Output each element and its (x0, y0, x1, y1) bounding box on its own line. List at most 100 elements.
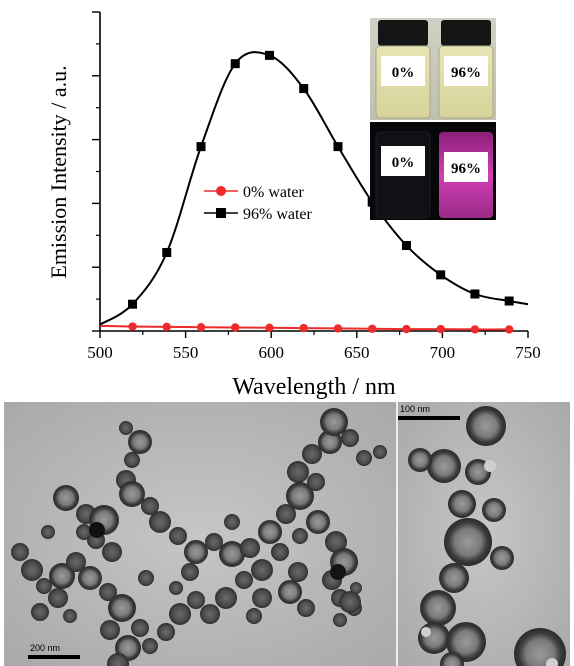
tem-left-particle-55 (215, 587, 237, 609)
legend-marker-0pct (216, 186, 226, 196)
tem-left-particle-54 (235, 571, 253, 589)
tem-left-particle-71 (169, 581, 183, 595)
tem-left-particle-51 (278, 580, 302, 604)
tem-left-particle-41 (341, 429, 359, 447)
emission-spectrum-chart: 500 550 600 650 700 750 0% water 96% water Wa… (46, 11, 541, 400)
y-ticks (92, 11, 100, 332)
vial-uv-0pct-label-bg (381, 146, 425, 176)
vial-photo-inset: 0% 96% 0% 96% (370, 18, 496, 220)
tem-left-particle-11 (102, 542, 122, 562)
series-1-point-11 (470, 289, 480, 299)
tem-right-particles (408, 406, 566, 666)
tem-left-particle-32 (271, 543, 289, 561)
left-scale-bar-line (28, 655, 80, 659)
tem-left-particle-1 (21, 559, 43, 581)
x-tick-label-4: 700 (430, 343, 456, 362)
tem-right-particle-10 (446, 622, 486, 662)
right-scale-bar: 100 nm (398, 404, 460, 420)
tem-right-particle-6 (490, 546, 514, 570)
tem-left-particle-57 (187, 591, 205, 609)
tem-left-particle-35 (286, 482, 314, 510)
series-0-point-3 (196, 322, 206, 332)
tem-left-particle-68 (41, 525, 55, 539)
series-layer (99, 50, 529, 334)
series-1-point-4 (230, 59, 240, 69)
tem-right-void-0 (484, 460, 496, 472)
x-tick-label-3: 650 (344, 343, 370, 362)
tem-left-particle-66 (181, 563, 199, 581)
series-0-point-1 (128, 322, 137, 331)
tem-left-particle-21 (124, 452, 140, 468)
series-1-point-10 (436, 270, 446, 280)
tem-left-particle-37 (287, 461, 309, 483)
tem-left-particle-67 (76, 524, 92, 540)
tem-left-particle-61 (339, 591, 361, 613)
tem-right-particle-5 (444, 518, 492, 566)
tem-right-particle-4 (482, 498, 506, 522)
tem-left-particle-7 (53, 485, 79, 511)
tem-left-particle-23 (119, 481, 145, 507)
tem-left-particle-63 (350, 582, 362, 594)
vial-uv-96pct-label-bg (444, 152, 488, 182)
tem-left-particle-26 (169, 527, 187, 545)
x-tick-label-5: 750 (515, 343, 541, 362)
x-tick-label-0: 500 (87, 343, 113, 362)
series-0-point-8 (368, 324, 377, 333)
tem-left-particle-18 (131, 619, 149, 637)
x-ticks: 500 550 600 650 700 750 (87, 331, 541, 362)
tem-left-particle-64 (292, 528, 308, 544)
series-0-point-5 (265, 323, 274, 333)
series-0-point-6 (299, 323, 308, 333)
tem-left-dense-particle-1 (330, 564, 346, 580)
tem-left-particle-72 (246, 608, 262, 624)
series-1-point-3 (196, 142, 206, 152)
right-scale-bar-label: 100 nm (400, 404, 430, 414)
tem-left-particle-45 (325, 531, 347, 553)
vial-daylight-96pct-label: 96% (451, 65, 481, 81)
x-tick-label-2: 600 (258, 343, 284, 362)
series-0-point-11 (470, 325, 480, 334)
tem-left-particle-33 (258, 520, 282, 544)
tem-left-particle-30 (240, 538, 260, 558)
tem-left-particle-40 (320, 408, 348, 436)
tem-micrographs: 200 nm 100 nm (4, 402, 570, 666)
y-axis-label: Emission Intensity / a.u. (46, 65, 71, 278)
tem-left-particle-12 (78, 566, 102, 590)
tem-left-particle-0 (11, 543, 29, 561)
legend-label-0pct: 0% water (243, 184, 305, 201)
tem-left-particle-70 (138, 570, 154, 586)
vial-uv-0pct-label: 0% (392, 155, 415, 171)
tem-left-particle-65 (224, 514, 240, 530)
tem-left-particle-24 (141, 497, 159, 515)
series-1-point-5 (264, 50, 274, 60)
tem-left-dense-particle-0 (89, 522, 105, 538)
series-1-point-9 (401, 241, 411, 251)
tem-left-particle-52 (297, 599, 315, 617)
tem-left-particle-60 (142, 638, 158, 654)
tem-left-particle-28 (205, 533, 223, 551)
tem-left-particle-2 (36, 578, 52, 594)
tem-right-particle-9 (418, 622, 450, 654)
tem-left-particle-36 (307, 473, 325, 491)
tem-right-particle-0 (466, 406, 506, 446)
tem-left-particle-56 (200, 604, 220, 624)
series-1-point-12 (504, 296, 514, 306)
tem-right-particle-3 (448, 490, 476, 518)
tem-left-particle-59 (157, 623, 175, 641)
series-0-point-12 (504, 325, 514, 334)
tem-left-particle-6 (66, 552, 86, 572)
tem-left-particle-17 (107, 653, 129, 666)
tem-left-particle-31 (251, 559, 273, 581)
tem-right-particle-13 (408, 448, 432, 472)
vial-daylight-0pct-cap (378, 20, 428, 46)
tem-left-particle-44 (306, 510, 330, 534)
series-line-1 (99, 51, 529, 326)
vial-uv-96pct-label: 96% (451, 161, 481, 177)
x-axis-label: Wavelength / nm (232, 374, 396, 400)
series-1-point-2 (162, 248, 172, 258)
tem-left-particle-50 (288, 562, 308, 582)
series-0-point-9 (402, 324, 411, 334)
legend-label-96pct: 96% water (243, 206, 313, 223)
tem-left-particle-5 (49, 563, 75, 589)
series-0-point-10 (436, 324, 445, 334)
